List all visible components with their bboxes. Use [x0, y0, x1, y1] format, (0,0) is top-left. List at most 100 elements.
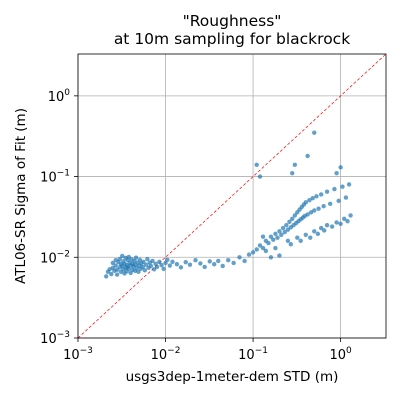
y-tick-label: 100 — [48, 88, 71, 105]
data-point — [346, 182, 352, 187]
data-point — [167, 263, 173, 268]
data-point — [303, 200, 308, 205]
data-point — [193, 258, 198, 263]
data-point — [321, 203, 326, 209]
data-point — [329, 224, 335, 229]
data-point — [141, 259, 146, 264]
data-point — [132, 258, 137, 264]
data-point — [174, 262, 180, 267]
data-point — [254, 247, 259, 252]
data-point — [266, 240, 271, 246]
data-point — [295, 235, 300, 240]
data-point — [120, 253, 125, 259]
data-point — [305, 212, 310, 217]
data-point — [109, 271, 114, 277]
data-points — [104, 130, 353, 279]
data-point — [145, 256, 150, 262]
data-point — [157, 259, 162, 264]
x-axis-label: usgs3dep-1meter-dem STD (m) — [125, 369, 339, 385]
data-point — [136, 269, 141, 275]
data-point — [207, 259, 212, 264]
data-point — [324, 222, 330, 228]
data-point — [307, 197, 312, 203]
data-point — [292, 162, 298, 167]
data-point — [332, 186, 337, 192]
data-point — [290, 216, 295, 221]
data-point — [312, 208, 317, 213]
data-point — [170, 259, 175, 264]
y-axis-label: ATL06-SR Sigma of Fit (m) — [13, 108, 29, 284]
data-point — [273, 245, 278, 251]
data-point — [310, 195, 315, 201]
axes-frame — [77, 53, 387, 339]
data-point — [159, 262, 164, 268]
data-point — [277, 253, 282, 258]
data-point — [114, 272, 120, 277]
data-point — [312, 130, 317, 135]
data-point — [292, 213, 298, 218]
reference-line-group — [77, 53, 387, 339]
data-point — [143, 262, 149, 267]
data-point — [113, 263, 118, 268]
data-point — [316, 206, 321, 211]
data-point — [268, 234, 274, 239]
data-point — [285, 238, 291, 244]
data-point — [133, 255, 139, 260]
data-point — [324, 189, 330, 194]
data-point — [345, 218, 350, 224]
data-point — [343, 195, 349, 200]
data-point — [154, 264, 160, 270]
data-point — [137, 257, 143, 263]
data-point — [322, 228, 327, 233]
data-point — [287, 219, 292, 225]
data-point — [290, 171, 295, 176]
data-point — [183, 259, 188, 265]
data-point — [250, 250, 256, 255]
data-point — [263, 248, 269, 254]
data-point — [342, 216, 347, 221]
chart-title-line-1: "Roughness" — [182, 12, 282, 30]
data-point — [260, 245, 266, 251]
data-point — [327, 201, 333, 206]
data-point — [150, 258, 155, 264]
data-point — [336, 198, 341, 204]
x-tick-label: 10−2 — [151, 346, 181, 363]
data-point — [220, 263, 225, 269]
data-point — [318, 225, 324, 231]
data-point — [151, 267, 157, 272]
data-point — [275, 235, 280, 240]
data-point — [277, 229, 282, 234]
data-point — [338, 165, 343, 170]
data-point — [340, 184, 345, 189]
data-point — [148, 263, 154, 269]
data-point — [314, 194, 319, 199]
data-point — [254, 162, 259, 167]
data-point — [288, 242, 294, 247]
x-tick-label: 10−3 — [63, 346, 93, 363]
data-point — [226, 258, 231, 263]
y-tick-label: 10−1 — [40, 169, 70, 186]
data-point — [334, 171, 339, 176]
data-point — [282, 229, 287, 235]
chart-title-line-2: at 10m sampling for blackrock — [113, 30, 351, 48]
data-point — [260, 234, 266, 239]
data-point — [315, 231, 321, 237]
data-point — [165, 257, 170, 263]
data-point — [104, 274, 109, 279]
data-point — [117, 256, 122, 262]
data-point — [126, 266, 131, 271]
data-point — [257, 243, 263, 248]
data-point — [187, 262, 193, 267]
data-point — [178, 265, 184, 270]
data-point — [198, 261, 203, 266]
data-point — [271, 237, 276, 242]
data-point — [142, 268, 148, 273]
data-point — [216, 258, 221, 264]
data-point — [268, 255, 274, 260]
data-point — [140, 264, 146, 270]
data-point — [284, 222, 289, 228]
data-point — [246, 252, 252, 257]
x-tick-label: 100 — [329, 346, 352, 363]
data-point — [242, 258, 247, 264]
